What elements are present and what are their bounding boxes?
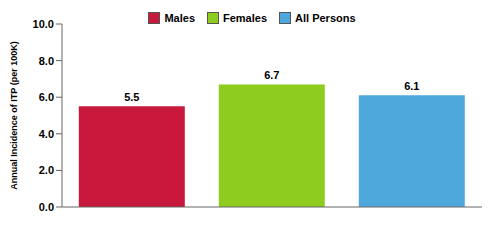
svg-text:8.0: 8.0: [39, 55, 54, 67]
svg-text:0.0: 0.0: [39, 201, 54, 213]
svg-text:2.0: 2.0: [39, 164, 54, 176]
svg-text:4.0: 4.0: [39, 128, 54, 140]
html-text:Females: Females: [223, 12, 267, 24]
svg-text:6.7: 6.7: [264, 69, 279, 81]
svg-text:6.0: 6.0: [39, 91, 54, 103]
svg-text:Annual Incidence of ITP (per 1: Annual Incidence of ITP (per 100K): [9, 41, 19, 189]
svg-text:5.5: 5.5: [124, 91, 139, 103]
svg-text:6.1: 6.1: [404, 80, 419, 92]
html-text:Males: Males: [164, 12, 195, 24]
svg-text:10.0: 10.0: [33, 18, 54, 30]
html-text:All Persons: All Persons: [295, 12, 356, 24]
